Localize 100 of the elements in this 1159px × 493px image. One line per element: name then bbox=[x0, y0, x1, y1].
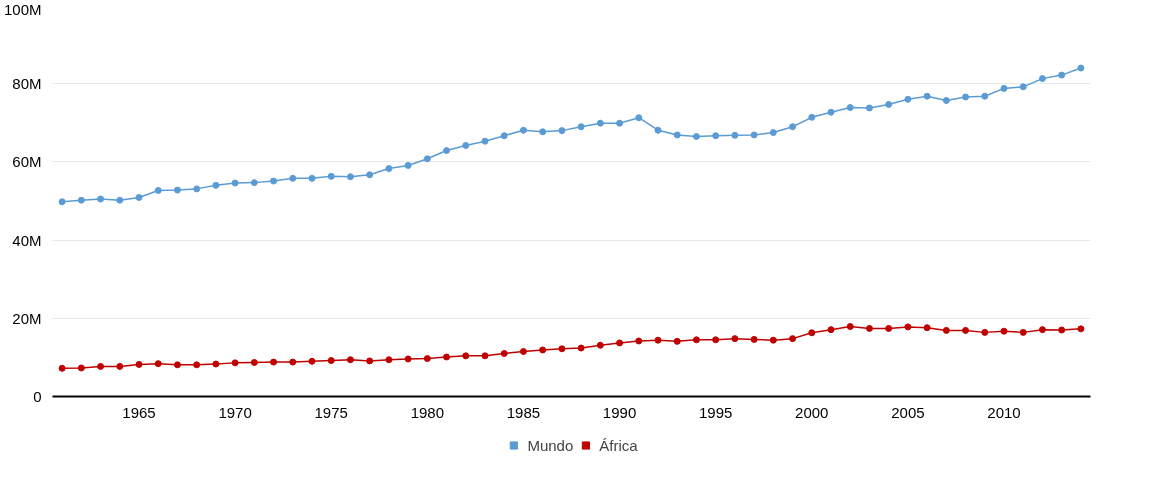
point bbox=[404, 355, 412, 363]
point bbox=[481, 352, 489, 360]
point bbox=[135, 360, 143, 368]
point bbox=[154, 186, 162, 194]
y-tick-label: 40M bbox=[12, 231, 42, 249]
point bbox=[731, 131, 739, 139]
point bbox=[58, 198, 66, 206]
point bbox=[212, 181, 220, 189]
point bbox=[712, 336, 720, 344]
point bbox=[789, 123, 797, 131]
point bbox=[327, 172, 335, 180]
point bbox=[154, 360, 162, 368]
point bbox=[1077, 64, 1085, 72]
point bbox=[443, 353, 451, 361]
point bbox=[270, 358, 278, 366]
x-tick-label: 1970 bbox=[218, 403, 252, 421]
y-tick-label: 80M bbox=[12, 75, 42, 93]
point bbox=[462, 352, 470, 360]
point bbox=[981, 92, 989, 100]
x-tick-label: 1965 bbox=[122, 403, 156, 421]
point bbox=[346, 173, 354, 181]
point bbox=[173, 186, 181, 194]
point bbox=[250, 358, 258, 366]
point bbox=[942, 326, 950, 334]
x-tick-label: 2005 bbox=[891, 403, 925, 421]
point bbox=[596, 119, 604, 127]
point bbox=[58, 364, 66, 372]
point bbox=[923, 324, 931, 332]
point bbox=[1038, 75, 1046, 83]
point bbox=[846, 323, 854, 331]
point bbox=[827, 108, 835, 116]
x-tick-label: 1990 bbox=[602, 403, 637, 421]
point bbox=[77, 364, 85, 372]
point bbox=[616, 339, 624, 347]
point bbox=[500, 350, 508, 357]
point bbox=[865, 324, 873, 332]
point bbox=[519, 348, 527, 356]
legend-label: África bbox=[599, 436, 638, 454]
point bbox=[385, 165, 393, 173]
point bbox=[981, 328, 989, 336]
point bbox=[616, 119, 624, 127]
point bbox=[308, 174, 316, 182]
point bbox=[462, 141, 470, 149]
point bbox=[635, 114, 643, 122]
point bbox=[962, 326, 970, 334]
point bbox=[577, 344, 585, 352]
point bbox=[270, 177, 278, 185]
point bbox=[596, 341, 604, 349]
point bbox=[1038, 326, 1046, 334]
point bbox=[250, 179, 258, 187]
point bbox=[193, 185, 201, 193]
point bbox=[692, 336, 700, 344]
point bbox=[731, 335, 739, 343]
y-tick-label: 100M bbox=[3, 0, 42, 18]
x-tick-label: 1975 bbox=[314, 403, 348, 421]
point bbox=[923, 92, 931, 100]
point bbox=[346, 356, 354, 364]
y-tick-label: 20M bbox=[12, 309, 42, 327]
point bbox=[97, 362, 105, 370]
point bbox=[385, 356, 393, 364]
x-tick-label: 1995 bbox=[698, 403, 733, 421]
x-tick-label: 2010 bbox=[987, 403, 1021, 421]
point bbox=[654, 336, 662, 344]
point bbox=[692, 132, 700, 140]
y-tick-label: 0 bbox=[33, 388, 42, 405]
x-tick-label: 1980 bbox=[410, 403, 445, 421]
point bbox=[558, 127, 566, 135]
point bbox=[212, 360, 220, 368]
point bbox=[519, 126, 527, 134]
point bbox=[366, 171, 374, 179]
point bbox=[539, 128, 547, 136]
point bbox=[673, 337, 681, 345]
point bbox=[423, 155, 431, 163]
point bbox=[500, 132, 508, 140]
point bbox=[865, 104, 873, 112]
y-tick-label: 60M bbox=[12, 153, 42, 171]
point bbox=[1019, 328, 1027, 336]
point bbox=[231, 179, 239, 187]
point bbox=[116, 196, 124, 204]
point bbox=[193, 361, 201, 369]
point bbox=[808, 113, 816, 121]
point bbox=[635, 337, 643, 345]
point bbox=[750, 335, 758, 343]
point bbox=[846, 104, 854, 112]
point bbox=[827, 326, 835, 334]
point bbox=[558, 345, 566, 353]
point bbox=[904, 323, 912, 331]
point bbox=[654, 126, 662, 134]
point bbox=[539, 346, 547, 354]
point bbox=[404, 161, 412, 169]
point bbox=[885, 100, 893, 108]
point bbox=[1058, 71, 1066, 79]
point bbox=[1000, 327, 1008, 335]
point bbox=[1000, 84, 1008, 92]
point bbox=[750, 131, 758, 139]
point bbox=[173, 361, 181, 369]
point bbox=[327, 357, 335, 365]
point bbox=[673, 131, 681, 139]
x-tick-label: 2000 bbox=[795, 403, 829, 421]
point bbox=[308, 357, 316, 365]
